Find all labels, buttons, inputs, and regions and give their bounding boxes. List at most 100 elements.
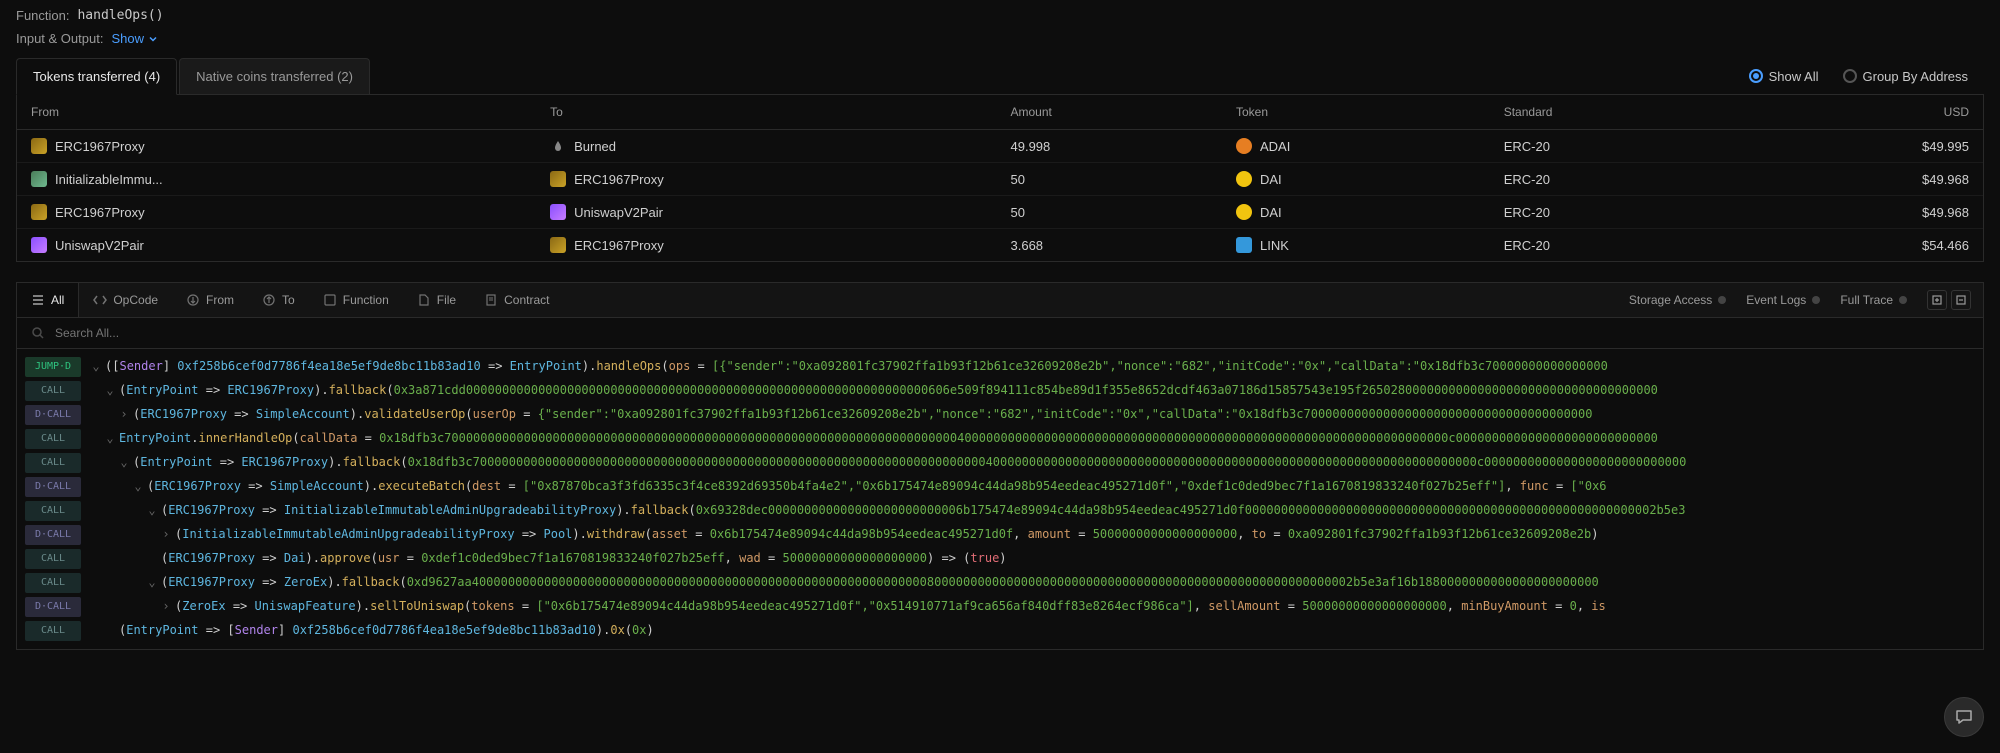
table-row[interactable]: UniswapV2Pair ERC1967Proxy 3.668 LINK ER… <box>17 229 1983 262</box>
expand-toggle[interactable]: › <box>159 597 173 616</box>
expand-icon <box>1931 294 1943 306</box>
expand-toggle[interactable]: ⌄ <box>103 381 117 400</box>
filter-contract[interactable]: Contract <box>470 283 563 317</box>
filter-file[interactable]: File <box>403 283 470 317</box>
expand-toggle[interactable]: ⌄ <box>145 501 159 520</box>
address-icon <box>31 171 47 187</box>
table-row[interactable]: ERC1967Proxy UniswapV2Pair 50 DAI ERC-20… <box>17 196 1983 229</box>
trace-action-buttons <box>1927 290 1971 310</box>
expand-toggle[interactable]: › <box>117 405 131 424</box>
trace-content: (EntryPoint => ERC1967Proxy).fallback(0x… <box>133 453 1686 472</box>
trace-line[interactable]: D·CALL›(ERC1967Proxy => SimpleAccount).v… <box>17 403 1983 427</box>
standard-cell: ERC-20 <box>1490 163 1739 196</box>
trace-search-bar <box>16 318 1984 349</box>
io-show-toggle[interactable]: Show <box>111 31 158 46</box>
filter-function[interactable]: Function <box>309 283 403 317</box>
trace-line[interactable]: D·CALL›(InitializableImmutableAdminUpgra… <box>17 523 1983 547</box>
tab-tokens-transferred[interactable]: Tokens transferred (4) <box>16 58 177 95</box>
expand-toggle[interactable]: › <box>159 525 173 544</box>
collapse-button[interactable] <box>1951 290 1971 310</box>
trace-container: JUMP·D⌄([Sender] 0xf258b6cef0d7786f4ea18… <box>16 349 1984 650</box>
expand-button[interactable] <box>1927 290 1947 310</box>
usd-cell: $49.968 <box>1739 196 1983 229</box>
th-usd: USD <box>1739 95 1983 130</box>
radio-group-by-address[interactable]: Group By Address <box>1843 69 1969 84</box>
to-address: ERC1967Proxy <box>574 238 664 253</box>
chat-bubble-button[interactable] <box>1944 697 1984 737</box>
trace-search-input[interactable] <box>55 326 1969 340</box>
trace-content: (EntryPoint => [Sender] 0xf258b6cef0d778… <box>119 621 654 640</box>
function-name: handleOps() <box>77 8 163 23</box>
trace-line[interactable]: JUMP·D ⌄([Sender] 0xf258b6cef0d7786f4ea18… <box>17 355 1983 379</box>
function-header: Function: handleOps() <box>16 8 1984 23</box>
toggle-full-trace[interactable]: Full Trace <box>1840 293 1907 307</box>
standard-cell: ERC-20 <box>1490 229 1739 262</box>
trace-content: ([Sender] 0xf258b6cef0d7786f4ea18e5ef9de… <box>105 357 1608 376</box>
opcode-tag: D·CALL <box>25 597 81 617</box>
file-icon <box>417 293 431 307</box>
toggle-storage-access[interactable]: Storage Access <box>1629 293 1726 307</box>
token-icon <box>1236 171 1252 187</box>
standard-cell: ERC-20 <box>1490 130 1739 163</box>
from-address: ERC1967Proxy <box>55 139 145 154</box>
trace-line[interactable]: CALL ⌄(ERC1967Proxy => InitializableImmut… <box>17 499 1983 523</box>
tabs-right-controls: Show All Group By Address <box>1749 69 1984 84</box>
amount-cell: 50 <box>997 163 1223 196</box>
trace-line[interactable]: CALL (EntryPoint => [Sender] 0xf258b6cef0… <box>17 619 1983 643</box>
trace-line[interactable]: D·CALL⌄(ERC1967Proxy => SimpleAccount).e… <box>17 475 1983 499</box>
filter-from[interactable]: From <box>172 283 248 317</box>
table-row[interactable]: InitializableImmu... ERC1967Proxy 50 DAI… <box>17 163 1983 196</box>
trace-line[interactable]: CALL(ERC1967Proxy => Dai).approve(usr = … <box>17 547 1983 571</box>
address-icon <box>550 204 566 220</box>
expand-toggle[interactable]: ⌄ <box>103 429 117 448</box>
toggle-event-logs[interactable]: Event Logs <box>1746 293 1820 307</box>
trace-line[interactable]: CALL⌄(ERC1967Proxy => ZeroEx).fallback(0… <box>17 571 1983 595</box>
expand-toggle[interactable]: ⌄ <box>145 573 159 592</box>
amount-cell: 49.998 <box>997 130 1223 163</box>
function-icon <box>323 293 337 307</box>
io-header: Input & Output: Show <box>16 31 1984 46</box>
code-icon <box>93 293 107 307</box>
radio-show-all-label: Show All <box>1769 69 1819 84</box>
status-dot-icon <box>1812 296 1820 304</box>
th-standard: Standard <box>1490 95 1739 130</box>
expand-toggle[interactable]: ⌄ <box>117 453 131 472</box>
search-icon <box>31 326 45 340</box>
address-icon <box>550 171 566 187</box>
opcode-tag: D·CALL <box>25 477 81 497</box>
opcode-tag: JUMP·D <box>25 357 81 377</box>
table-row[interactable]: ERC1967Proxy Burned 49.998 ADAI ERC-20 $… <box>17 130 1983 163</box>
trace-line[interactable]: D·CALL ›(ZeroEx => UniswapFeature).sellTo… <box>17 595 1983 619</box>
show-label: Show <box>111 31 144 46</box>
from-address: ERC1967Proxy <box>55 205 145 220</box>
address-icon <box>31 237 47 253</box>
trace-content: (ERC1967Proxy => SimpleAccount).validate… <box>133 405 1592 424</box>
opcode-tag: CALL <box>25 621 81 641</box>
radio-show-all[interactable]: Show All <box>1749 69 1819 84</box>
trace-line[interactable]: CALL⌄(EntryPoint => ERC1967Proxy).fallba… <box>17 451 1983 475</box>
opcode-tag: CALL <box>25 501 81 521</box>
collapse-icon <box>1955 294 1967 306</box>
usd-cell: $54.466 <box>1739 229 1983 262</box>
trace-line[interactable]: CALL⌄EntryPoint.innerHandleOp(callData =… <box>17 427 1983 451</box>
expand-toggle[interactable]: ⌄ <box>131 477 145 496</box>
status-dot-icon <box>1718 296 1726 304</box>
address-icon <box>31 204 47 220</box>
to-address: UniswapV2Pair <box>574 205 663 220</box>
opcode-tag: D·CALL <box>25 525 81 545</box>
trace-content: (ZeroEx => UniswapFeature).sellToUniswap… <box>175 597 1606 616</box>
th-to: To <box>536 95 996 130</box>
filter-to[interactable]: To <box>248 283 309 317</box>
token-icon <box>1236 204 1252 220</box>
usd-cell: $49.968 <box>1739 163 1983 196</box>
trace-content: (ERC1967Proxy => InitializableImmutableA… <box>161 501 1685 520</box>
filter-all[interactable]: All <box>17 283 79 317</box>
tab-native-coins[interactable]: Native coins transferred (2) <box>179 58 370 94</box>
trace-line[interactable]: CALL⌄(EntryPoint => ERC1967Proxy).fallba… <box>17 379 1983 403</box>
arrow-out-icon <box>186 293 200 307</box>
filter-opcode[interactable]: OpCode <box>79 283 172 317</box>
radio-icon <box>1749 69 1763 83</box>
token-name: LINK <box>1260 238 1289 253</box>
expand-toggle[interactable]: ⌄ <box>89 357 103 376</box>
radio-icon <box>1843 69 1857 83</box>
